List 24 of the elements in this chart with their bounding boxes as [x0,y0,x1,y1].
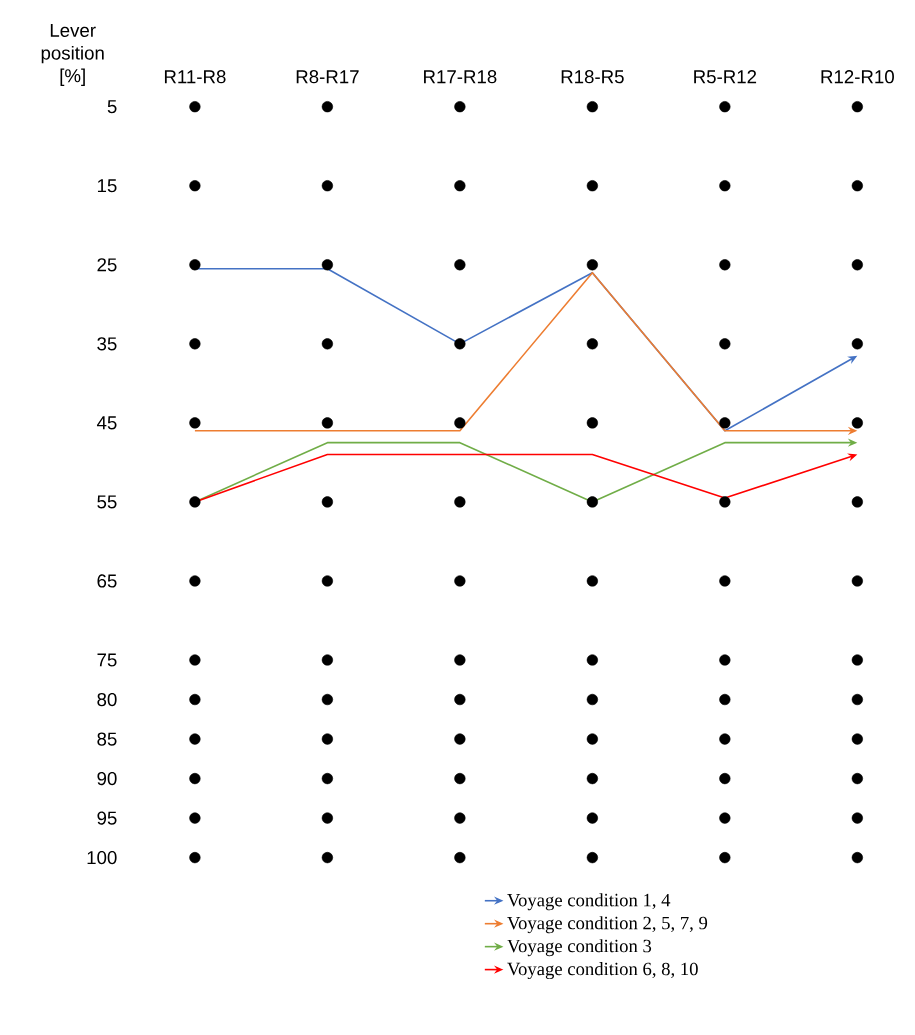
y-tick-label: 75 [97,653,117,667]
legend-label: Voyage condition 2, 5, 7, 9 [507,916,708,934]
legend-label: Voyage condition 1, 4 [507,893,671,911]
y-tick-label: 100 [87,850,117,865]
y-tick-label: 90 [97,771,117,786]
y-axis-title: Lever position [%] [41,23,104,86]
y-tick-label: 15 [97,179,117,193]
legend-label: Voyage condition 6, 8, 10 [507,962,698,980]
y-tick-label: 80 [97,692,117,707]
x-tick-label: R18-R5 [561,70,624,84]
y-tick-label: 45 [96,416,117,430]
x-tick-label: R5-R12 [694,70,757,84]
y-tick-label: 5 [107,100,117,114]
y-tick-label: 35 [97,337,117,351]
y-tick-label: 55 [97,495,117,509]
legend-label: Voyage condition 3 [507,939,652,957]
y-tick-label: 95 [97,811,117,825]
y-tick-label: 65 [97,574,117,588]
y-tick-label: 85 [97,732,117,746]
x-tick-label: R11-R8 [164,70,226,84]
x-tick-label: R8-R17 [296,70,359,84]
y-tick-label: 25 [97,258,117,272]
x-tick-label: R17-R18 [424,70,497,84]
x-tick-label: R12-R10 [821,70,894,84]
